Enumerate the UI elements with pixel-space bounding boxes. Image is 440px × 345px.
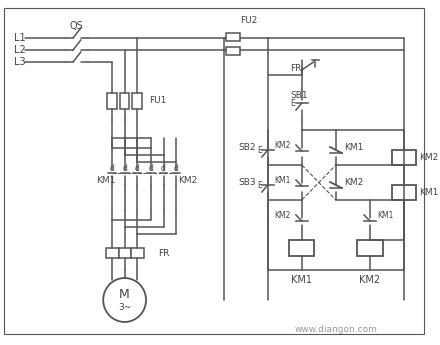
Bar — [226, 47, 239, 55]
Text: KM2: KM2 — [359, 275, 381, 285]
Text: KM1: KM1 — [291, 275, 312, 285]
Text: d: d — [110, 164, 114, 172]
Text: SB3: SB3 — [238, 177, 256, 187]
Text: 3~: 3~ — [118, 304, 131, 313]
Text: KM1: KM1 — [344, 142, 363, 151]
Text: FU2: FU2 — [241, 16, 258, 24]
Text: FU1: FU1 — [149, 96, 166, 105]
Text: L1: L1 — [14, 33, 25, 43]
Text: FR: FR — [158, 248, 169, 257]
Text: KM2: KM2 — [274, 210, 290, 219]
Bar — [120, 93, 129, 109]
Text: SB2: SB2 — [238, 142, 256, 151]
Bar — [226, 33, 239, 41]
Text: QS: QS — [69, 21, 83, 31]
Text: KM1: KM1 — [96, 176, 116, 185]
Text: E: E — [257, 180, 262, 189]
Text: KM2: KM2 — [344, 177, 363, 187]
Bar — [392, 185, 416, 200]
Text: d: d — [174, 164, 179, 172]
Text: KM1: KM1 — [274, 176, 290, 185]
Text: SB1: SB1 — [290, 90, 308, 99]
Bar — [289, 240, 315, 256]
Text: E: E — [290, 99, 295, 108]
Bar — [132, 248, 144, 258]
Text: KM1: KM1 — [378, 210, 394, 219]
Text: KM2: KM2 — [178, 176, 198, 185]
Text: L3: L3 — [14, 57, 25, 67]
Text: d: d — [161, 164, 166, 172]
Bar — [107, 93, 117, 109]
Text: d: d — [148, 164, 154, 172]
Text: www.diangon.com: www.diangon.com — [294, 325, 378, 335]
Bar — [132, 93, 142, 109]
Bar — [392, 150, 416, 165]
Text: KM2: KM2 — [274, 140, 290, 149]
Text: M: M — [119, 288, 130, 302]
Text: FR: FR — [290, 63, 301, 72]
Text: d: d — [122, 164, 127, 172]
Bar — [106, 248, 119, 258]
Bar — [119, 248, 132, 258]
Text: E: E — [257, 146, 262, 155]
Text: d: d — [135, 164, 140, 172]
Text: KM1: KM1 — [418, 187, 438, 197]
Circle shape — [103, 278, 146, 322]
Bar — [357, 240, 383, 256]
Text: L2: L2 — [14, 45, 26, 55]
Text: KM2: KM2 — [418, 152, 438, 161]
